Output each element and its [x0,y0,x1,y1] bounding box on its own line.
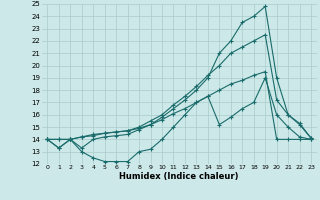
X-axis label: Humidex (Indice chaleur): Humidex (Indice chaleur) [119,172,239,181]
